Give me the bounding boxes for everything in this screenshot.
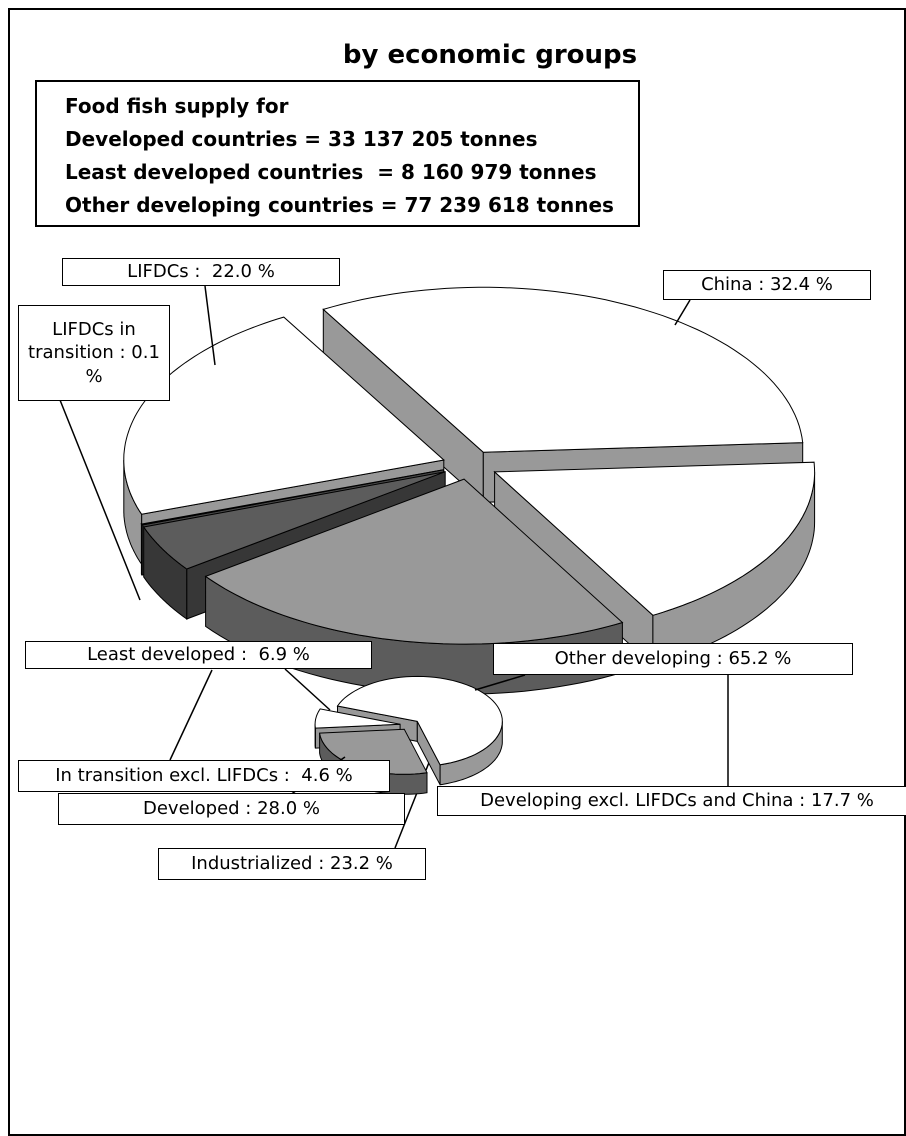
frame	[8, 8, 906, 1136]
slice-top	[142, 471, 446, 570]
data-label: Other developing : 65.2 %	[493, 643, 853, 675]
slice-top	[493, 461, 816, 616]
leader-line	[169, 669, 213, 761]
chart-title: by economic groups	[342, 40, 638, 70]
leader-line	[474, 674, 526, 691]
leader-line	[204, 285, 216, 366]
slice-top	[314, 708, 401, 729]
info-line: Least developed countries = 8 160 979 to…	[65, 160, 597, 184]
data-label: Least developed : 6.9 %	[25, 641, 372, 669]
leader-line	[674, 299, 691, 326]
leader-line	[59, 399, 141, 601]
info-box: Food fish supply for Developed countries …	[35, 80, 640, 227]
slice-top	[322, 286, 804, 453]
data-label: LIFDCs in transition : 0.1 %	[18, 305, 170, 401]
slice-top	[140, 469, 444, 526]
slice-top	[123, 316, 445, 515]
info-line: Developed countries = 33 137 205 tonnes	[65, 127, 538, 151]
slice-top	[336, 675, 503, 766]
data-label: LIFDCs : 22.0 %	[62, 258, 340, 286]
slice-top	[204, 478, 624, 645]
data-label: Developed : 28.0 %	[58, 793, 405, 825]
data-label: In transition excl. LIFDCs : 4.6 %	[18, 760, 390, 792]
info-line: Other developing countries = 77 239 618 …	[65, 193, 614, 217]
slice-side	[140, 522, 143, 576]
data-label: China : 32.4 %	[663, 270, 871, 300]
info-line: Food fish supply for	[65, 94, 289, 118]
leader-line	[284, 668, 331, 711]
data-label: Industrialized : 23.2 %	[158, 848, 426, 880]
data-label: Developing excl. LIFDCs and China : 17.7…	[437, 786, 906, 816]
